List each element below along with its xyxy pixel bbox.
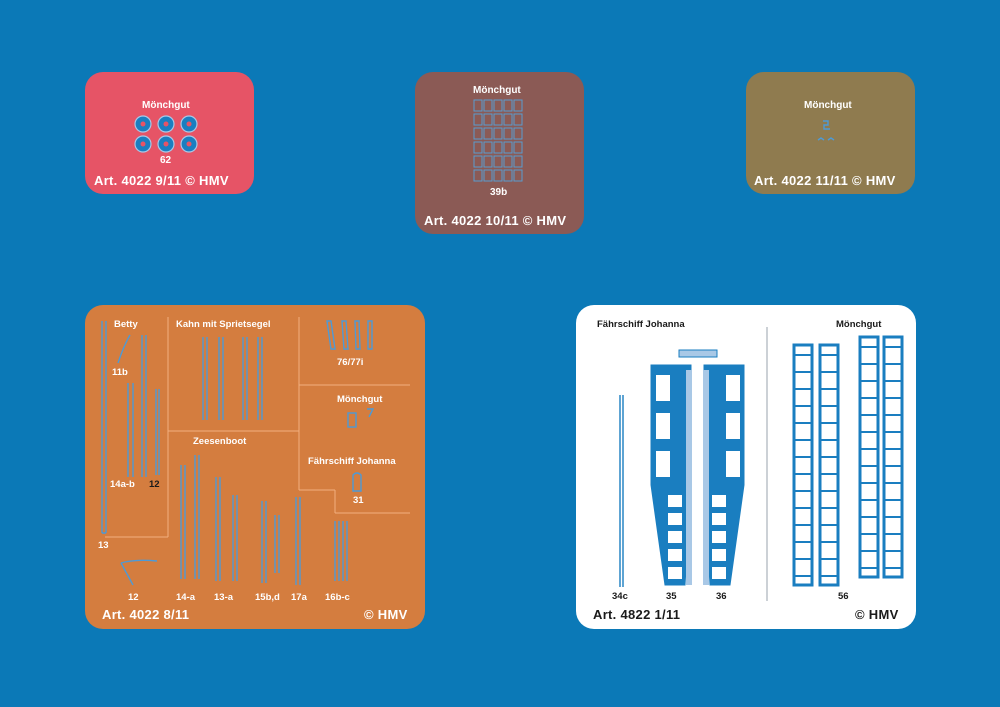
part-label-31: 31 xyxy=(353,495,364,506)
part-label-34c: 34c xyxy=(612,591,628,602)
parts-drawing-62 xyxy=(134,115,198,153)
etch-sheet-pink: Mönchgut 62 Art. 4022 9/11 © HMV xyxy=(85,72,254,194)
etch-sheet-orange: Betty Kahn mit Sprietsegel 76/77i Mönchg… xyxy=(85,305,425,629)
section-label-kahn: Kahn mit Sprietsegel xyxy=(176,319,271,330)
section-label-faehrschiff: Fährschiff Johanna xyxy=(597,319,685,330)
part-label-14a-b: 14a-b xyxy=(110,479,135,490)
article-number: Art. 4822 1/11 xyxy=(593,607,681,622)
part-label-13: 13 xyxy=(98,540,109,551)
section-label-zeesenboot: Zeesenboot xyxy=(193,436,247,447)
part-label-12: 12 xyxy=(128,592,139,603)
part-label-76-77i: 76/77i xyxy=(337,357,364,368)
part-label-16b-c: 16b-c xyxy=(325,592,350,603)
section-label-faehrschiff: Fährschiff Johanna xyxy=(308,456,396,467)
section-label-moenchgut: Mönchgut xyxy=(337,394,383,405)
part-number: 62 xyxy=(160,155,172,166)
sheet-title: Mönchgut xyxy=(804,100,852,111)
article-number: Art. 4022 9/11 © HMV xyxy=(94,173,229,188)
part-label-35: 35 xyxy=(666,591,677,602)
article-number: Art. 4022 10/11 © HMV xyxy=(424,213,567,228)
part-label-17a: 17a xyxy=(291,592,307,603)
part-label-15b-d: 15b,d xyxy=(255,592,280,603)
parts-drawing-white xyxy=(619,327,904,601)
section-label-moenchgut: Mönchgut xyxy=(836,319,882,330)
etch-sheet-brown: Mönchgut 39b Art. 4022 10/11 © HMV xyxy=(415,72,584,234)
part-label-36: 36 xyxy=(716,591,727,602)
part-label-13-a: 13-a xyxy=(214,592,234,603)
part-label-14-a: 14-a xyxy=(176,592,196,603)
parts-drawing-39b xyxy=(473,99,523,182)
article-number: Art. 4022 11/11 © HMV xyxy=(754,173,896,188)
article-number: Art. 4022 8/11 xyxy=(102,607,190,622)
etch-sheet-olive: Mönchgut Art. 4022 11/11 © HMV xyxy=(746,72,915,194)
copyright: © HMV xyxy=(855,607,899,622)
section-label-betty: Betty xyxy=(114,319,138,330)
sheet-title: Mönchgut xyxy=(142,100,190,111)
part-number: 39b xyxy=(490,187,508,198)
parts-drawing-orange xyxy=(101,317,410,586)
part-label-56: 56 xyxy=(838,591,849,602)
part-label-11b: 11b xyxy=(112,367,128,378)
part-label-12: 12 xyxy=(149,479,160,490)
copyright: © HMV xyxy=(364,607,408,622)
etch-sheet-white: Fährschiff Johanna Mönchgut 34c 35 36 56… xyxy=(576,305,916,629)
parts-drawing-small xyxy=(817,120,835,141)
sheet-title: Mönchgut xyxy=(473,85,521,96)
